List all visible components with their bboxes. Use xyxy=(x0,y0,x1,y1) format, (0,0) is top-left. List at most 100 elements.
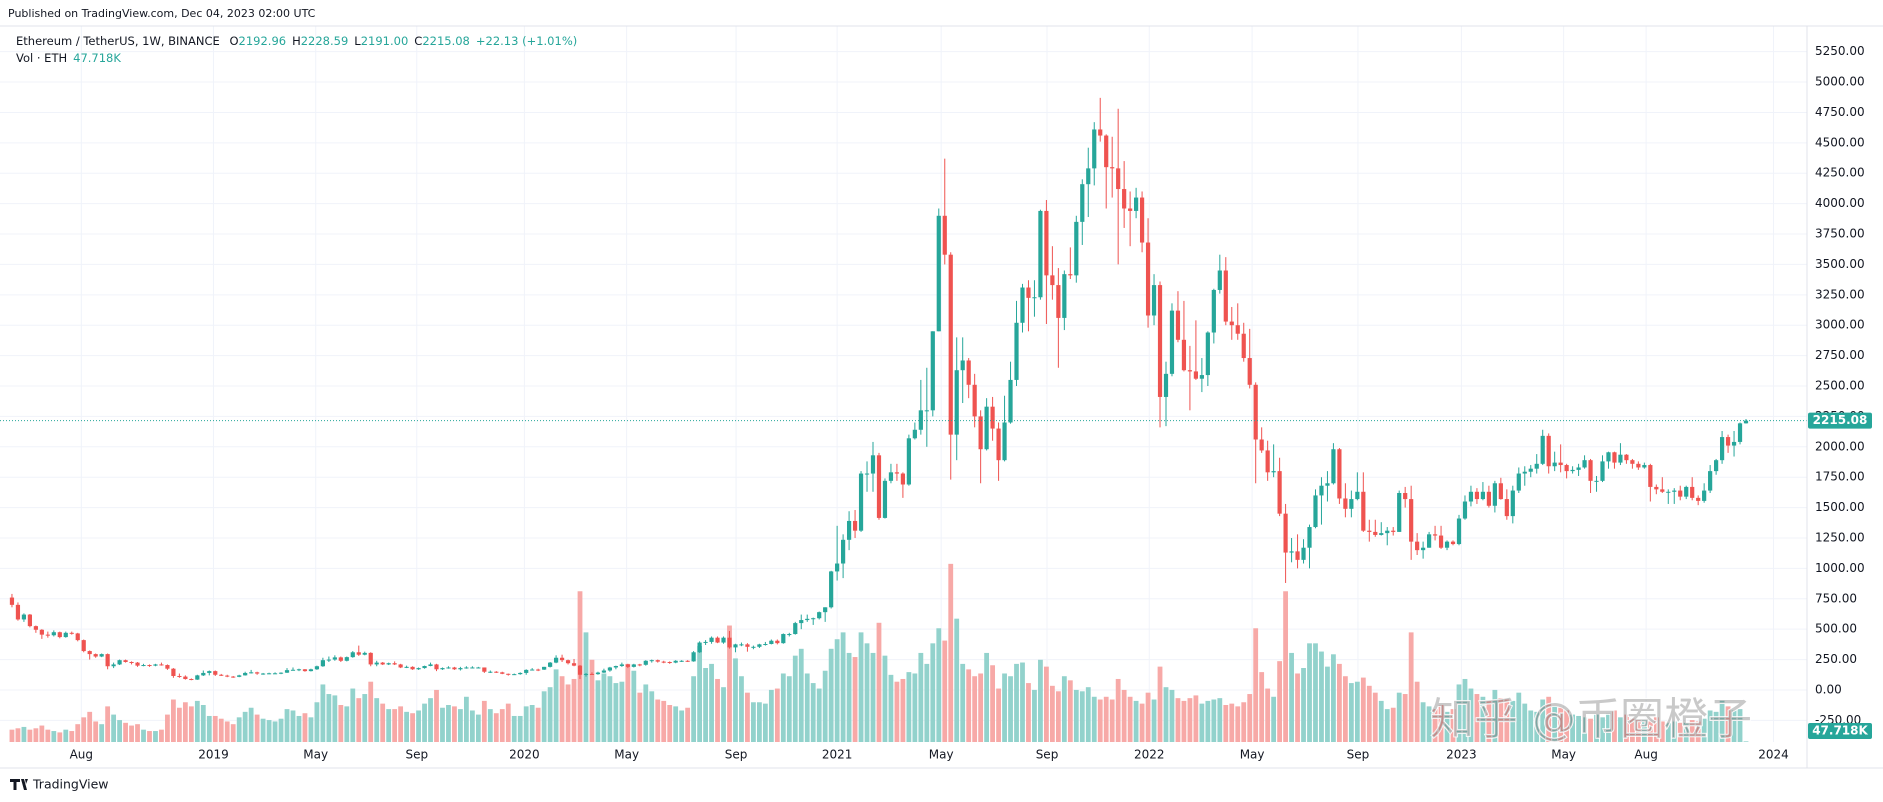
candle-body xyxy=(1576,467,1581,470)
volume-bar xyxy=(290,710,296,742)
volume-bar xyxy=(93,721,99,742)
volume-bar xyxy=(469,710,475,742)
volume-bar xyxy=(1366,685,1372,742)
volume-bar xyxy=(39,725,45,742)
candle-body xyxy=(775,640,780,644)
volume-bar xyxy=(1618,717,1623,742)
candle-body xyxy=(1690,486,1695,498)
volume-bar xyxy=(1570,714,1576,742)
candle-body xyxy=(1247,358,1252,385)
volume-bar xyxy=(1552,706,1558,742)
y-tick-label: 3250.00 xyxy=(1815,287,1865,301)
footer-logo xyxy=(10,779,28,790)
volume-bar xyxy=(948,563,954,742)
volume-bar xyxy=(69,731,75,742)
candle-body xyxy=(404,666,409,668)
volume-bar xyxy=(1271,696,1277,742)
volume-bar xyxy=(619,681,625,742)
axes: -250.000.00250.00500.00750.001000.001250… xyxy=(0,25,1883,769)
volume-bar xyxy=(1480,696,1486,742)
candle-body xyxy=(972,384,977,417)
volume-bar xyxy=(1181,700,1187,742)
candle-body xyxy=(685,660,690,662)
volume-bar xyxy=(278,718,284,742)
volume-bar xyxy=(434,689,439,742)
volume-bar xyxy=(1259,672,1265,742)
volume-bar xyxy=(1534,711,1540,742)
symbol-legend: Ethereum / TetherUS, 1W, BINANCE O2192.9… xyxy=(16,34,583,48)
x-tick-label: 2022 xyxy=(1134,748,1165,762)
volume-value: 47.718K xyxy=(73,51,121,65)
candle-body xyxy=(1660,489,1665,492)
candle-body xyxy=(817,612,822,619)
candle-body xyxy=(1606,452,1611,462)
candle-body xyxy=(219,674,224,676)
candle-body xyxy=(117,660,122,665)
y-tick-label: 4250.00 xyxy=(1815,166,1865,180)
volume-bar xyxy=(984,652,990,742)
volume-bar xyxy=(559,676,565,742)
candle-body xyxy=(416,668,421,670)
candle-body xyxy=(231,676,236,678)
candle-body xyxy=(876,455,882,518)
volume-bar xyxy=(338,705,344,742)
candle-body xyxy=(1696,497,1701,501)
volume-bar xyxy=(505,703,511,742)
volume-bar xyxy=(1235,706,1241,742)
volume-bar xyxy=(1378,700,1384,742)
volume-bar xyxy=(1253,628,1259,742)
candle-body xyxy=(1379,533,1384,535)
volume-bar xyxy=(1187,698,1193,742)
volume-bar xyxy=(1151,699,1157,742)
volume-bar xyxy=(822,670,828,742)
volume-bar xyxy=(1456,684,1462,742)
candle-body xyxy=(1594,480,1599,482)
candle-body xyxy=(703,641,708,643)
volume-bar xyxy=(1647,721,1653,742)
volume-bar xyxy=(1516,692,1522,742)
candle-body xyxy=(1038,210,1043,298)
volume-bar xyxy=(756,702,762,742)
volume-bar xyxy=(194,700,200,742)
volume-bar xyxy=(1133,700,1139,742)
volume-bar xyxy=(1109,699,1115,742)
candle-body xyxy=(655,660,660,662)
candle-body xyxy=(1588,460,1593,481)
volume-bar xyxy=(1558,707,1564,742)
candle-body xyxy=(1510,490,1515,517)
volume-bar xyxy=(224,721,230,742)
candle-body xyxy=(15,604,21,620)
candle-body xyxy=(870,455,876,474)
volume-bar xyxy=(1091,696,1097,742)
candle-body xyxy=(470,667,475,669)
candle-body xyxy=(751,646,756,648)
candle-body xyxy=(278,672,284,674)
volume-bar xyxy=(529,705,535,742)
volume-bar xyxy=(762,703,768,742)
candle-body xyxy=(530,669,535,671)
candle-body xyxy=(757,644,762,647)
candle-body xyxy=(1504,499,1509,517)
volume-bar xyxy=(1606,713,1611,742)
volume-bar xyxy=(368,681,374,742)
volume-bar xyxy=(75,724,81,742)
volume-bar xyxy=(703,668,708,742)
volume-bar xyxy=(1325,666,1330,742)
volume-bar xyxy=(111,714,117,742)
volume-bar xyxy=(1079,691,1085,742)
candle-body xyxy=(1020,287,1025,323)
candle-body xyxy=(1558,462,1563,466)
candle-body xyxy=(882,480,888,518)
candle-body xyxy=(936,215,941,332)
candle-body xyxy=(1552,462,1557,467)
volume-bar xyxy=(260,718,266,742)
volume-bar xyxy=(1492,689,1498,742)
volume-bar xyxy=(1498,698,1504,742)
last-price-box xyxy=(1808,412,1872,429)
volume-bar xyxy=(1103,696,1109,742)
volume-bar xyxy=(1313,643,1318,742)
volume-bar xyxy=(595,680,601,742)
candle-body xyxy=(392,663,397,665)
candle-body xyxy=(1337,449,1342,499)
candle-body xyxy=(458,668,463,670)
